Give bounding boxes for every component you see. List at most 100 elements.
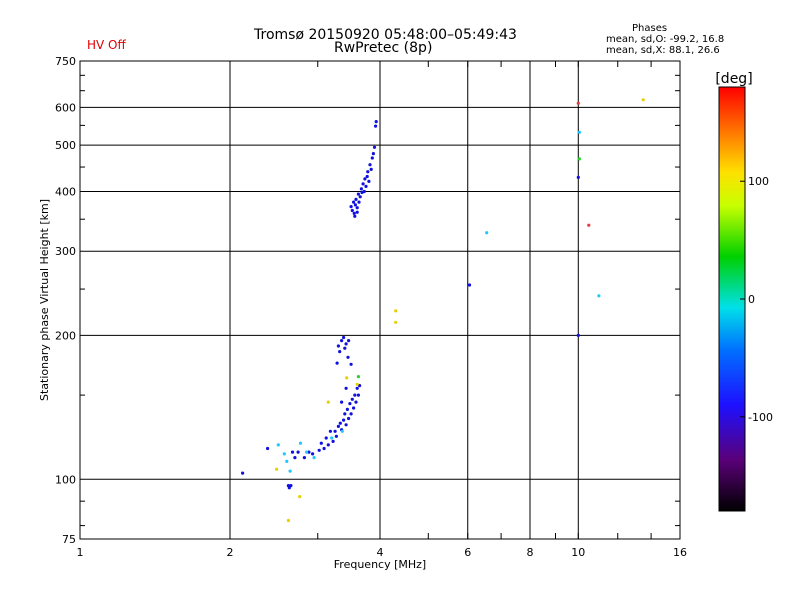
data-point	[641, 98, 645, 102]
data-point	[342, 418, 346, 422]
data-point	[358, 384, 362, 388]
data-point	[305, 450, 309, 454]
chart-title: Tromsø 20150920 05:48:00–05:49:43	[254, 27, 517, 43]
data-point	[355, 210, 359, 214]
data-point	[335, 361, 339, 365]
data-point	[275, 467, 279, 471]
x-tick-label: 8	[527, 546, 534, 559]
data-point	[353, 393, 357, 397]
data-point	[282, 452, 286, 456]
data-point	[288, 469, 292, 473]
data-point	[359, 187, 363, 191]
data-point	[326, 400, 330, 404]
data-point	[356, 192, 360, 196]
data-point	[298, 441, 303, 445]
data-point	[356, 375, 360, 379]
data-point	[286, 518, 290, 523]
data-point	[467, 283, 472, 287]
data-point	[358, 195, 362, 199]
data-point	[289, 484, 293, 488]
data-point	[343, 412, 347, 416]
data-point	[331, 439, 335, 443]
data-point	[312, 456, 316, 460]
data-point	[296, 450, 300, 454]
data-point	[353, 214, 357, 218]
data-point	[370, 156, 374, 160]
data-point	[326, 443, 330, 447]
data-point	[364, 184, 368, 188]
x-tick-label: 1	[77, 546, 84, 559]
data-point	[344, 342, 348, 346]
data-point	[361, 182, 365, 186]
x-tick-label: 16	[673, 546, 687, 559]
data-point	[372, 145, 377, 149]
data-point	[322, 446, 326, 451]
x-tick-label: 10	[571, 546, 585, 559]
data-point	[338, 421, 342, 425]
phase-o-stats: mean, sd,O: -99.2, 16.8	[606, 34, 725, 45]
x-tick-label: 4	[377, 546, 384, 559]
y-tick-label: 400	[55, 185, 76, 198]
data-point	[354, 197, 358, 201]
data-point	[319, 441, 323, 445]
data-point	[354, 400, 358, 404]
data-point	[302, 456, 306, 460]
data-point	[577, 130, 582, 134]
data-point	[340, 400, 344, 404]
y-tick-label: 100	[55, 473, 76, 486]
data-point	[290, 450, 295, 454]
data-point	[298, 495, 302, 499]
data-point	[587, 223, 591, 227]
data-point	[324, 436, 328, 440]
data-point	[311, 452, 315, 456]
data-point	[363, 177, 367, 181]
data-point	[349, 412, 353, 416]
data-point	[355, 382, 359, 386]
data-point	[356, 393, 360, 397]
data-point	[285, 459, 289, 463]
y-tick-label: 750	[55, 55, 76, 68]
data-point	[350, 397, 354, 401]
data-point	[374, 120, 378, 124]
colorbar-tick-label: 0	[748, 293, 755, 306]
y-tick-label: 200	[55, 329, 76, 342]
data-point	[266, 446, 270, 451]
colorbar-tick-label: -100	[748, 411, 773, 424]
data-point	[365, 174, 369, 179]
data-point	[317, 448, 321, 452]
y-tick-label: 500	[55, 139, 76, 152]
data-point	[366, 170, 370, 174]
data-point	[241, 471, 245, 475]
data-point	[355, 206, 359, 210]
data-point	[334, 434, 338, 438]
data-point	[344, 423, 348, 427]
data-point	[357, 200, 361, 204]
data-point	[577, 157, 582, 161]
y-tick-label: 600	[55, 101, 76, 114]
data-point	[374, 124, 378, 128]
x-axis-label: Frequency [MHz]	[334, 558, 426, 571]
data-point	[336, 424, 340, 428]
colorbar-tick-label: 100	[748, 175, 769, 188]
phase-x-stats: mean, sd,X: 88.1, 26.6	[606, 45, 720, 56]
x-tick-label: 2	[227, 546, 234, 559]
data-point	[307, 450, 311, 454]
data-point	[350, 208, 354, 213]
data-point	[576, 333, 580, 337]
y-axis-label: Stationary phase Virtual Height [km]	[38, 199, 51, 401]
data-point	[345, 376, 349, 380]
data-point	[368, 163, 372, 167]
x-tick-label: 6	[464, 546, 471, 559]
data-point	[353, 203, 357, 207]
data-point	[347, 339, 351, 343]
data-point	[352, 406, 356, 410]
data-point	[367, 179, 371, 183]
data-point	[340, 339, 344, 343]
data-point	[336, 344, 340, 348]
y-tick-label: 300	[55, 245, 76, 258]
phases-title: Phases	[632, 23, 668, 34]
data-point	[352, 211, 356, 215]
data-point	[293, 456, 297, 460]
data-point	[349, 205, 353, 209]
